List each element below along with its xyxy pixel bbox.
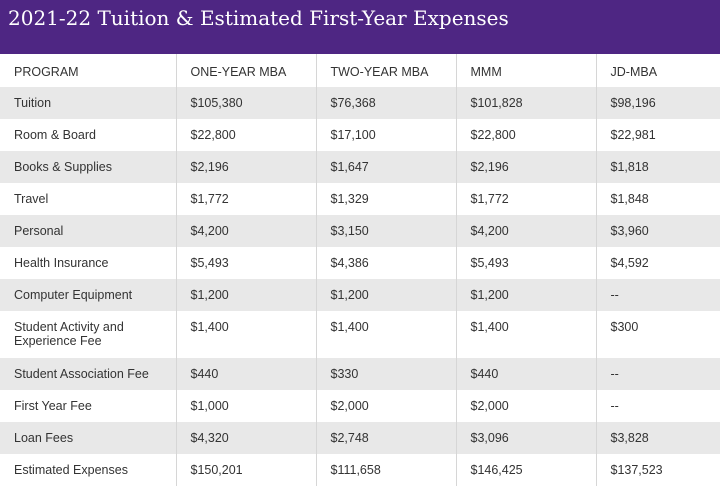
column-header-one-year-mba: ONE-YEAR MBA: [175, 54, 316, 87]
cell-mmm: $440: [455, 358, 596, 390]
cell-two-year-mba: $1,647: [315, 151, 456, 183]
page-title: 2021-22 Tuition & Estimated First-Year E…: [8, 6, 509, 30]
row-label: Health Insurance: [14, 256, 109, 270]
row-label: Travel: [14, 192, 49, 206]
cell-jd-mba: $300: [595, 311, 720, 358]
cell-one-year-mba: $22,800: [175, 119, 316, 151]
cell-mmm: $1,772: [455, 183, 596, 215]
cell-jd-mba: $3,960: [595, 215, 720, 247]
cell-two-year-mba: $1,329: [315, 183, 456, 215]
cell-one-year-mba: $1,400: [175, 311, 316, 358]
cell-one-year-mba: $150,201: [175, 454, 316, 486]
row-label: First Year Fee: [14, 399, 92, 413]
row-label: Student Activity and Experience Fee: [14, 320, 124, 348]
cell-mmm: $22,800: [455, 119, 596, 151]
cell-two-year-mba: $111,658: [315, 454, 456, 486]
column-header-two-year-mba: TWO-YEAR MBA: [315, 54, 456, 87]
cell-one-year-mba: $4,320: [175, 422, 316, 454]
cell-one-year-mba: $1,000: [175, 390, 316, 422]
cell-two-year-mba: $4,386: [315, 247, 456, 279]
table-row: Loan Fees $4,320 $2,748 $3,096 $3,828: [0, 422, 720, 454]
cell-mmm: $3,096: [455, 422, 596, 454]
cell-two-year-mba: $330: [315, 358, 456, 390]
table-row: Student Association Fee $440 $330 $440 -…: [0, 358, 720, 390]
cell-jd-mba: --: [595, 358, 720, 390]
cell-mmm: $2,196: [455, 151, 596, 183]
cell-two-year-mba: $1,200: [315, 279, 456, 311]
cell-jd-mba: $22,981: [595, 119, 720, 151]
column-header-program: PROGRAM: [14, 65, 79, 79]
row-label: Personal: [14, 224, 64, 238]
cell-mmm: $2,000: [455, 390, 596, 422]
expenses-table: PROGRAM ONE-YEAR MBA TWO-YEAR MBA MMM JD…: [0, 54, 720, 486]
row-label: Room & Board: [14, 128, 96, 142]
cell-mmm: $1,200: [455, 279, 596, 311]
column-header-mmm: MMM: [455, 54, 596, 87]
cell-jd-mba: $1,848: [595, 183, 720, 215]
cell-one-year-mba: $1,772: [175, 183, 316, 215]
cell-two-year-mba: $17,100: [315, 119, 456, 151]
cell-jd-mba: --: [595, 279, 720, 311]
row-label: Loan Fees: [14, 431, 74, 445]
cell-jd-mba: $137,523: [595, 454, 720, 486]
table-header-row: PROGRAM ONE-YEAR MBA TWO-YEAR MBA MMM JD…: [0, 54, 720, 87]
row-label: Computer Equipment: [14, 288, 133, 302]
cell-one-year-mba: $1,200: [175, 279, 316, 311]
row-label: Tuition: [14, 96, 52, 110]
column-header-jd-mba: JD-MBA: [595, 54, 720, 87]
table-row: Travel $1,772 $1,329 $1,772 $1,848: [0, 183, 720, 215]
cell-mmm: $146,425: [455, 454, 596, 486]
cell-jd-mba: $4,592: [595, 247, 720, 279]
cell-two-year-mba: $76,368: [315, 87, 456, 119]
row-label: Books & Supplies: [14, 160, 112, 174]
table-row: Personal $4,200 $3,150 $4,200 $3,960: [0, 215, 720, 247]
cell-jd-mba: --: [595, 390, 720, 422]
table-row: Tuition $105,380 $76,368 $101,828 $98,19…: [0, 87, 720, 119]
row-label: Estimated Expenses: [14, 463, 128, 477]
cell-one-year-mba: $440: [175, 358, 316, 390]
cell-one-year-mba: $105,380: [175, 87, 316, 119]
table-row: Estimated Expenses $150,201 $111,658 $14…: [0, 454, 720, 486]
table-row: Room & Board $22,800 $17,100 $22,800 $22…: [0, 119, 720, 151]
cell-jd-mba: $3,828: [595, 422, 720, 454]
cell-mmm: $1,400: [455, 311, 596, 358]
cell-two-year-mba: $1,400: [315, 311, 456, 358]
row-label: Student Association Fee: [14, 367, 149, 381]
table-row: Student Activity and Experience Fee $1,4…: [0, 311, 720, 358]
table-row: Books & Supplies $2,196 $1,647 $2,196 $1…: [0, 151, 720, 183]
table-row: Computer Equipment $1,200 $1,200 $1,200 …: [0, 279, 720, 311]
cell-two-year-mba: $2,748: [315, 422, 456, 454]
cell-one-year-mba: $4,200: [175, 215, 316, 247]
cell-one-year-mba: $5,493: [175, 247, 316, 279]
cell-mmm: $5,493: [455, 247, 596, 279]
cell-jd-mba: $1,818: [595, 151, 720, 183]
table-row: Health Insurance $5,493 $4,386 $5,493 $4…: [0, 247, 720, 279]
cell-two-year-mba: $3,150: [315, 215, 456, 247]
table-row: First Year Fee $1,000 $2,000 $2,000 --: [0, 390, 720, 422]
cell-mmm: $4,200: [455, 215, 596, 247]
cell-mmm: $101,828: [455, 87, 596, 119]
cell-one-year-mba: $2,196: [175, 151, 316, 183]
header-bar: 2021-22 Tuition & Estimated First-Year E…: [0, 0, 720, 54]
cell-jd-mba: $98,196: [595, 87, 720, 119]
cell-two-year-mba: $2,000: [315, 390, 456, 422]
